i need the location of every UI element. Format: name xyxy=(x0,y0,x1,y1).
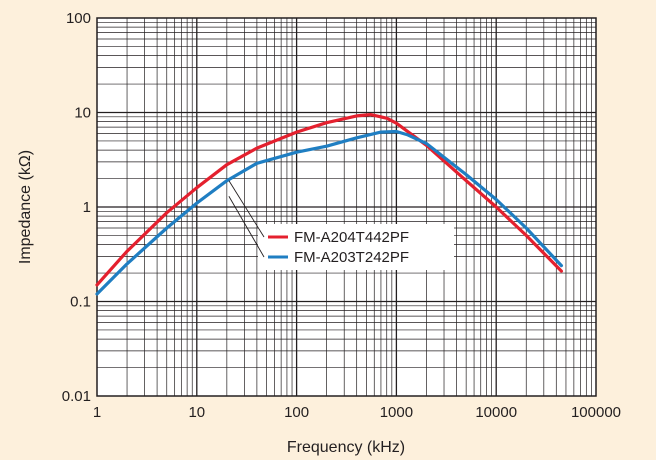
legend-box xyxy=(258,224,454,270)
x-tick-label: 100000 xyxy=(571,404,621,421)
grid xyxy=(97,18,596,396)
y-tick-label: 0.01 xyxy=(62,388,91,405)
x-tick-label: 10000 xyxy=(475,404,517,421)
legend-leader-line xyxy=(228,180,265,238)
legend-label: FM-A204T442PF xyxy=(294,229,409,246)
x-tick-label: 1 xyxy=(93,404,101,421)
y-tick-label: 1 xyxy=(83,199,91,216)
y-tick-label: 0.1 xyxy=(70,294,91,311)
x-tick-label: 100 xyxy=(284,404,309,421)
legend-leader-line xyxy=(228,196,265,258)
y-tick-label: 100 xyxy=(66,10,91,27)
series-line-1 xyxy=(95,113,563,287)
series-group xyxy=(95,113,563,296)
x-tick-label: 1000 xyxy=(380,404,413,421)
y-tick-label: 10 xyxy=(74,105,91,122)
legend-label: FM-A203T242PF xyxy=(294,249,409,266)
tick-labels: 1 10 100 1000 10000 100000 0.01 0.1 1 10 100 xyxy=(62,10,621,421)
plot-border xyxy=(96,17,597,397)
x-axis-title: Frequency (kHz) xyxy=(287,439,405,456)
y-axis-title: Impedance (kΩ) xyxy=(17,150,34,264)
x-tick-label: 10 xyxy=(188,404,205,421)
legend: FM-A204T442PF FM-A203T242PF xyxy=(228,180,454,270)
series-line-2 xyxy=(95,129,563,296)
